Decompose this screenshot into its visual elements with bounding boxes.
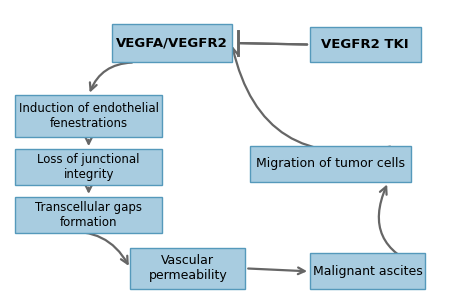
FancyBboxPatch shape bbox=[112, 24, 232, 62]
FancyBboxPatch shape bbox=[15, 149, 163, 185]
FancyBboxPatch shape bbox=[130, 247, 246, 289]
Text: Induction of endothelial
fenestrations: Induction of endothelial fenestrations bbox=[18, 102, 159, 130]
Text: Migration of tumor cells: Migration of tumor cells bbox=[256, 157, 405, 171]
Text: Loss of junctional
integrity: Loss of junctional integrity bbox=[37, 153, 140, 181]
FancyBboxPatch shape bbox=[15, 197, 163, 233]
Text: Transcellular gaps
formation: Transcellular gaps formation bbox=[35, 201, 142, 229]
Text: Malignant ascites: Malignant ascites bbox=[313, 265, 422, 278]
FancyBboxPatch shape bbox=[310, 27, 420, 62]
Text: VEGFA/VEGFR2: VEGFA/VEGFR2 bbox=[116, 36, 228, 50]
FancyBboxPatch shape bbox=[310, 254, 425, 289]
FancyBboxPatch shape bbox=[250, 146, 411, 182]
Text: Vascular
permeability: Vascular permeability bbox=[148, 254, 227, 282]
FancyBboxPatch shape bbox=[15, 95, 163, 137]
Text: VEGFR2 TKI: VEGFR2 TKI bbox=[321, 38, 409, 51]
